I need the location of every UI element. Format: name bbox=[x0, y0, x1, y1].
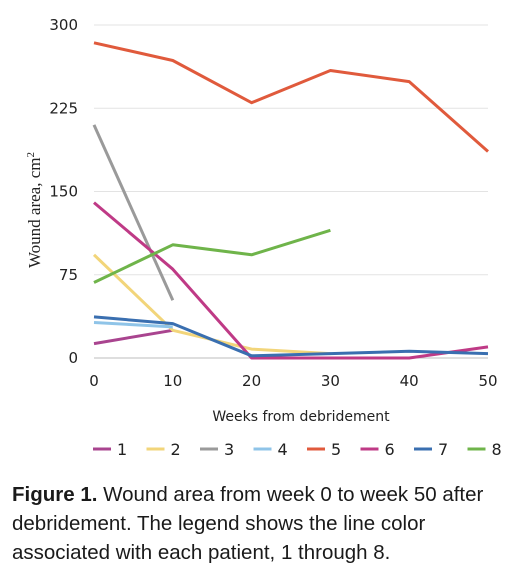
y-tick-label-300: 300 bbox=[49, 16, 78, 34]
y-tick-label-225: 225 bbox=[49, 99, 78, 117]
y-tick-label-0: 0 bbox=[68, 349, 78, 367]
y-axis-title: Wound area, cm2 bbox=[25, 152, 44, 268]
legend-label-7: 7 bbox=[438, 440, 448, 459]
x-tick-label-0: 0 bbox=[89, 372, 99, 390]
gridlines bbox=[94, 24, 488, 359]
series-line-6 bbox=[93, 201, 489, 360]
legend-label-8: 8 bbox=[492, 440, 502, 459]
legend: 1 2 3 4 5 6 7 8 bbox=[93, 440, 502, 459]
x-axis-title: Weeks from debridement bbox=[212, 409, 390, 425]
legend-label-2: 2 bbox=[171, 440, 181, 459]
x-tick-labels: 0 10 20 30 40 50 bbox=[89, 372, 497, 390]
x-tick-label-50: 50 bbox=[478, 372, 497, 390]
legend-label-6: 6 bbox=[385, 440, 395, 459]
x-tick-label-40: 40 bbox=[400, 372, 419, 390]
y-axis-title-main: Wound area, cm bbox=[25, 158, 44, 269]
y-tick-label-75: 75 bbox=[59, 266, 78, 284]
series-line-4 bbox=[93, 321, 173, 329]
legend-label-4: 4 bbox=[278, 440, 288, 459]
x-tick-label-10: 10 bbox=[163, 372, 182, 390]
caption-label: Figure 1. bbox=[12, 483, 98, 506]
series-line-1 bbox=[93, 328, 174, 346]
legend-label-1: 1 bbox=[117, 440, 127, 459]
series-line-8 bbox=[93, 228, 331, 284]
legend-label-5: 5 bbox=[331, 440, 341, 459]
series-line-5 bbox=[93, 41, 489, 153]
x-tick-label-20: 20 bbox=[242, 372, 261, 390]
figure-caption: Figure 1. Wound area from week 0 to week… bbox=[12, 480, 520, 567]
series-line-3 bbox=[92, 124, 175, 301]
y-tick-label-150: 150 bbox=[49, 183, 78, 201]
x-tick-label-30: 30 bbox=[321, 372, 340, 390]
series-lines bbox=[92, 41, 489, 360]
y-axis-title-superscript: 2 bbox=[25, 152, 37, 158]
legend-label-3: 3 bbox=[224, 440, 234, 459]
series-line-7 bbox=[93, 315, 489, 358]
y-tick-labels: 0 75 150 225 300 bbox=[49, 16, 78, 367]
y-axis-title-text: Wound area, cm2 bbox=[25, 152, 44, 268]
caption-text: Wound area from week 0 to week 50 after … bbox=[12, 483, 484, 564]
